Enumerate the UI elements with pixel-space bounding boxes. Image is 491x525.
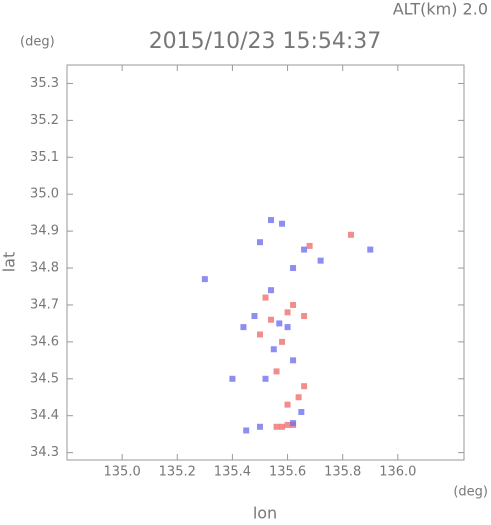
point [317, 257, 324, 264]
x-unit: (deg) [453, 485, 488, 500]
point [290, 301, 297, 308]
point [276, 320, 283, 327]
y-label: lat [0, 252, 19, 273]
point [268, 287, 275, 294]
y-tick-label: 34.3 [30, 445, 59, 460]
plot-frame [66, 64, 465, 461]
point [301, 313, 308, 320]
point [279, 338, 286, 345]
point [290, 265, 297, 272]
y-tick-label: 35.1 [30, 150, 59, 165]
point [298, 409, 305, 416]
point [268, 316, 275, 323]
point [256, 331, 263, 338]
altitude: ALT(km) 2.0 [393, 0, 488, 19]
point [284, 401, 291, 408]
x-tick-label: 136.0 [379, 465, 416, 480]
point [251, 313, 258, 320]
point [256, 423, 263, 430]
y-tick-label: 34.9 [30, 224, 59, 239]
y-tick-label: 34.4 [30, 408, 59, 423]
point [256, 239, 263, 246]
chart-title: 2015/10/23 15:54:37 [149, 29, 382, 54]
x-tick-label: 135.6 [269, 465, 306, 480]
point [243, 427, 250, 434]
point [367, 246, 374, 253]
point [270, 346, 277, 353]
point [229, 375, 236, 382]
point [301, 246, 308, 253]
point [284, 309, 291, 316]
x-tick-label: 135.2 [159, 465, 196, 480]
point [279, 423, 286, 430]
point [290, 357, 297, 364]
point [240, 324, 247, 331]
y-tick-label: 34.7 [30, 297, 59, 312]
point [201, 276, 208, 283]
point [284, 421, 291, 428]
point [290, 420, 297, 427]
x-tick-label: 135.0 [104, 465, 141, 480]
point [273, 423, 280, 430]
y-tick-label: 35.2 [30, 113, 59, 128]
point [262, 294, 269, 301]
point [262, 375, 269, 382]
y-tick-label: 34.8 [30, 261, 59, 276]
point [306, 242, 313, 249]
x-tick-label: 135.8 [324, 465, 361, 480]
x-tick-label: 135.4 [214, 465, 251, 480]
x-label: lon [253, 504, 277, 522]
point [295, 394, 302, 401]
point [301, 383, 308, 390]
point [273, 368, 280, 375]
point [284, 324, 291, 331]
y-tick-label: 34.6 [30, 334, 59, 349]
point [347, 231, 354, 238]
point [268, 217, 275, 224]
y-unit: (deg) [20, 35, 55, 50]
y-tick-label: 35.0 [30, 187, 59, 202]
y-tick-label: 34.5 [30, 371, 59, 386]
y-tick-label: 35.3 [30, 76, 59, 91]
point [279, 220, 286, 227]
